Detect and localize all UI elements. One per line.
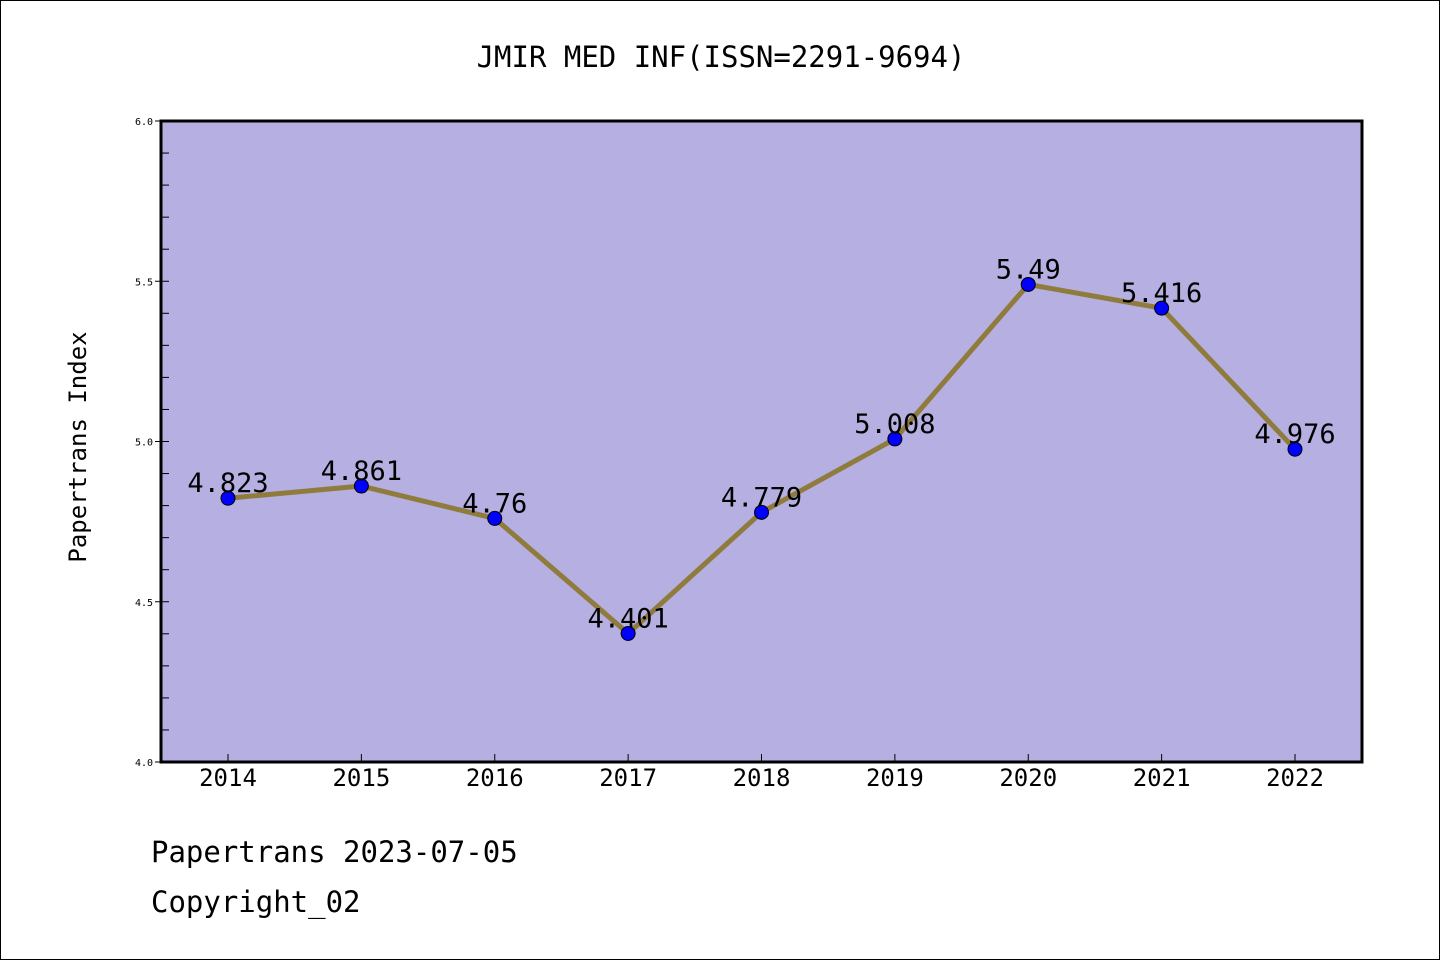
data-point xyxy=(220,490,236,506)
y-axis-label: Papertrans Index xyxy=(64,331,92,562)
data-point xyxy=(887,431,903,447)
x-tick-label: 2018 xyxy=(733,764,791,792)
y-axis-ticks: 4.0 4.5 5.0 5.5 6.0 xyxy=(135,117,169,769)
data-label: 4.779 xyxy=(721,482,802,513)
y-tick-label: 5.0 xyxy=(135,438,153,449)
x-tick-label: 2019 xyxy=(866,764,924,792)
footer-copyright: Copyright_02 xyxy=(151,885,361,919)
x-tick-label: 2015 xyxy=(332,764,390,792)
data-label: 5.008 xyxy=(854,409,935,440)
data-label: 4.401 xyxy=(587,603,668,634)
x-tick-label: 2016 xyxy=(466,764,524,792)
x-axis-ticks: 2014 2015 2016 2017 2018 2019 2020 2021 2022 xyxy=(199,754,1324,792)
y-tick-label: 5.5 xyxy=(135,277,153,288)
data-point xyxy=(1154,300,1170,316)
data-point xyxy=(620,625,636,641)
footer-source: Papertrans 2023-07-05 xyxy=(151,835,518,869)
data-point xyxy=(353,478,369,494)
x-tick-label: 2014 xyxy=(199,764,257,792)
x-tick-label: 2017 xyxy=(599,764,657,792)
data-labels-group: 4.823 4.861 4.76 4.401 4.779 5.008 5.49 5.416 4.… xyxy=(187,254,1335,634)
data-label: 4.861 xyxy=(321,456,402,487)
data-label: 4.76 xyxy=(462,488,527,519)
x-tick-label: 2020 xyxy=(999,764,1057,792)
series-points-group xyxy=(220,276,1303,641)
plot-area xyxy=(159,119,1364,764)
data-point xyxy=(487,510,503,526)
y-tick-label: 6.0 xyxy=(135,117,153,128)
data-label: 5.416 xyxy=(1121,278,1202,309)
x-tick-label: 2021 xyxy=(1133,764,1191,792)
data-point xyxy=(1020,276,1036,292)
data-point xyxy=(1287,441,1303,457)
chart-title: JMIR MED INF(ISSN=2291-9694) xyxy=(477,40,966,74)
data-label: 4.976 xyxy=(1254,419,1335,450)
y-tick-label: 4.5 xyxy=(135,598,153,609)
y-tick-label: 4.0 xyxy=(135,758,153,769)
data-label: 4.823 xyxy=(187,468,268,499)
data-label: 5.49 xyxy=(996,254,1061,285)
x-tick-label: 2022 xyxy=(1266,764,1324,792)
data-point xyxy=(754,504,769,520)
